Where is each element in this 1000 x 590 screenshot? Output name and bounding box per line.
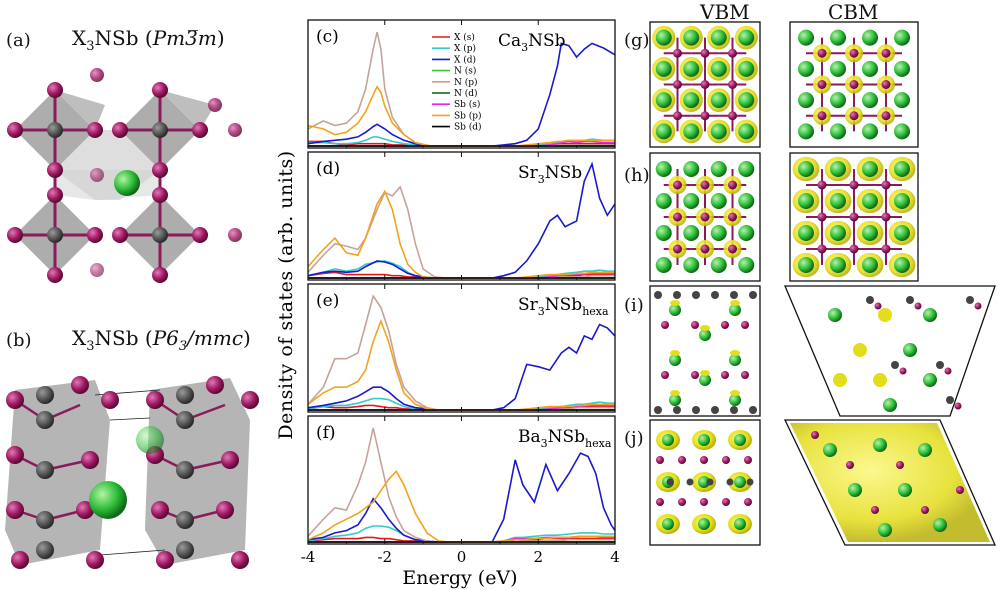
legend-entry: N (s): [454, 66, 476, 77]
cbm-j-atoms: [790, 423, 990, 542]
series-sbp: [307, 189, 615, 279]
hexagonal-structure: [5, 376, 259, 569]
legend-entry: X (d): [454, 54, 476, 65]
series-np: [307, 185, 615, 279]
x-axis-label: Energy (eV): [402, 567, 517, 589]
dos-panel-d: (d) Sr3NSb: [307, 151, 616, 281]
compound-name: Sr3NSbhexa: [518, 295, 609, 318]
vbm-g-atoms: [652, 25, 758, 144]
x-tick-label: -2: [377, 548, 392, 566]
legend-entry: Sb (s): [454, 99, 480, 110]
cbm-i: [784, 285, 996, 417]
legend-entry: Sb (d): [454, 122, 482, 133]
compound-name: Sr3NSb: [518, 163, 582, 186]
dos-panel-c: (c) Ca3NSb: [307, 19, 616, 149]
x-tick-label: 4: [610, 548, 620, 566]
x-tick-label: 2: [533, 548, 543, 566]
compound-name: Ca3NSb: [498, 31, 566, 54]
y-axis-label: Density of states (arb. units): [275, 150, 297, 439]
legend-entry: Sb (p): [454, 110, 482, 121]
panel-label-i: (i): [624, 295, 644, 316]
structure-b-title: X3NSb (P63/mmc): [72, 326, 251, 354]
sb-atoms-hex: [6, 376, 259, 569]
vbm-j-atoms: [656, 430, 754, 534]
vbm-i: [649, 285, 761, 417]
n-atoms-hex: [36, 386, 194, 559]
cbm-i-atoms: [828, 296, 982, 412]
panel-label-g: (g): [624, 30, 650, 51]
column-cbm: CBM: [828, 0, 879, 24]
compound-name: Ba3NSbhexa: [518, 427, 612, 450]
series-sbp: [307, 469, 615, 543]
dos-panel-e: (e) Sr3NSbhexa: [307, 283, 616, 413]
vbm-i-atoms: [654, 291, 757, 414]
panel-label: (e): [316, 291, 339, 311]
panel-label: (c): [316, 27, 339, 47]
dos-chart-stack: (c) Ca3NSb (d) Sr3NSb (e) Sr3NSbhexa (f) Ba3NSb…: [275, 19, 620, 589]
series-xd: [307, 323, 616, 411]
vbm-h-atoms: [655, 161, 755, 273]
n-atoms: [47, 122, 168, 243]
cbm-g-atoms: [798, 29, 910, 140]
dos-panel-f: (f) Ba3NSbhexa: [307, 415, 616, 545]
legend-entry: X (s): [454, 32, 475, 43]
panel-label-a: (a): [6, 30, 31, 51]
x-atom-hex: [89, 481, 127, 519]
x-tick-label: -4: [301, 548, 316, 566]
cbm-h-atoms: [792, 156, 916, 278]
column-vbm: VBM: [700, 0, 750, 24]
structure-a-title: X3NSb (Pm3̅m): [72, 26, 225, 54]
legend-entry: N (d): [454, 88, 478, 99]
sb-atoms: [7, 68, 242, 283]
series-sbp: [307, 318, 615, 411]
panel-label: (d): [316, 159, 340, 179]
dos-legend: X (s)X (p)X (d)N (s)N (p)N (d)Sb (s)Sb (…: [432, 32, 482, 133]
cubic-structure: [7, 68, 242, 283]
x-tick-label: 0: [457, 548, 467, 566]
panel-label-h: (h): [624, 165, 650, 186]
panel-label: (f): [316, 423, 336, 443]
series-xd: [307, 452, 616, 543]
legend-entry: X (p): [454, 43, 476, 54]
panel-label-j: (j): [624, 428, 644, 449]
charge-density-plots: [649, 21, 996, 546]
x-atom: [114, 170, 140, 196]
panel-label-b: (b): [6, 330, 32, 351]
legend-entry: N (p): [454, 77, 478, 88]
